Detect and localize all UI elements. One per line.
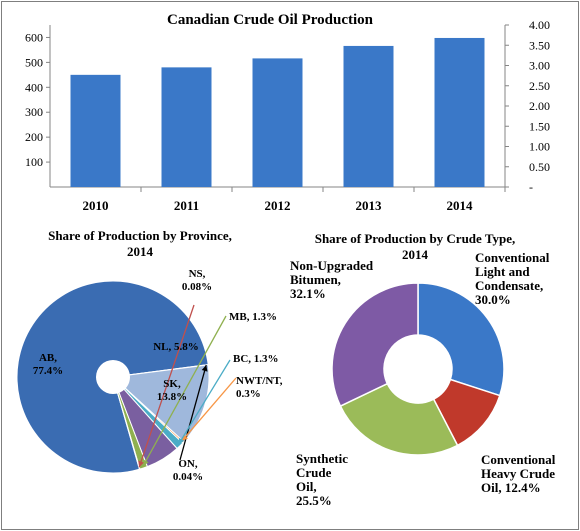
crude-label: Non-Upgraded Bitumen, 32.1%: [290, 258, 374, 301]
province-leader-arrow: [178, 437, 185, 445]
bar-x-tick-label: 2014: [447, 198, 474, 213]
province-pie-labels: AB, 77.4% ON, 0.04% SK, 13.8% NWT/NT, 0.3% BC, 1…: [33, 268, 283, 483]
bar-x-tick-label: 2013: [356, 198, 383, 213]
province-leader-line: [138, 304, 195, 468]
bar-y-tick-label: 200: [25, 130, 43, 144]
bar-x-tick-labels: 2010 2011 2012 2013 2014: [83, 187, 506, 213]
province-slice-NS: [112, 376, 141, 470]
bar-2011: [161, 67, 212, 187]
bar-y-tick-label: 400: [25, 80, 43, 94]
province-pie-leaders: [138, 304, 237, 468]
province-label: ON, 0.04%: [173, 458, 203, 483]
province-leader-arrow: [138, 460, 144, 468]
crude-label: Conventional Heavy Crude Oil, 12.4%: [481, 452, 556, 495]
bar-y2-tick-label: 2.50: [529, 79, 550, 93]
bar-y2-tick-label: 3.50: [529, 38, 550, 52]
province-label: BC, 1.3%: [233, 353, 279, 365]
province-pie-title-line1: Share of Production by Province,: [48, 228, 232, 243]
province-pie-title-line2: 2014: [127, 244, 154, 259]
bar-y2-tick-label: 1.00: [529, 140, 550, 154]
bar-y2-tick-label: 3.00: [529, 59, 550, 73]
province-label: SK, 13.8%: [157, 378, 187, 403]
bar-y2-tick-label: -: [529, 180, 533, 194]
province-pie-hole: [96, 360, 130, 394]
bar-y2-tick-label: 0.50: [529, 160, 550, 174]
province-label: AB, 77.4%: [33, 352, 63, 377]
crude-donut-labels: Conventional Light and Condensate, 30.0% Con…: [290, 250, 556, 508]
bar-y-tick-label: 500: [25, 55, 43, 69]
bar-y2-tick-label: 4.00: [529, 18, 550, 32]
crude-label: Synthetic Crude Oil, 25.5%: [296, 451, 348, 508]
bar-2012: [252, 58, 303, 187]
crude-slice-3: [331, 282, 419, 408]
province-leader-line: [179, 364, 207, 461]
province-leader-arrow: [143, 459, 149, 467]
province-leader-line: [177, 359, 231, 445]
bar-y2-tick-labels: - 0.50 1.00 1.50 2.00 2.50 3.00 3.50 4.00: [505, 18, 550, 194]
bar-y-tick-labels: 100 200 300 400 500 600: [25, 30, 50, 169]
province-leader-line: [181, 377, 237, 442]
province-label: NL, 5.8%: [153, 341, 199, 353]
bar-x-tick-label: 2012: [265, 198, 291, 213]
province-label: MB, 1.3%: [229, 311, 277, 323]
bar-x-tick-label: 2011: [174, 198, 199, 213]
crude-donut-title-line2: 2014: [402, 247, 429, 262]
bar-y-tick-label: 300: [25, 105, 43, 119]
crude-slice-0: [417, 282, 505, 397]
bar-chart-title: Canadian Crude Oil Production: [167, 12, 374, 28]
province-label: NS, 0.08%: [182, 268, 212, 293]
crude-donut-slices: [331, 282, 505, 456]
province-leader-line: [142, 315, 227, 467]
bar-series: [70, 37, 485, 188]
bar-2010: [70, 74, 121, 187]
bar-2014: [434, 37, 485, 188]
crude-label: Conventional Light and Condensate, 30.0%: [475, 250, 550, 307]
bar-y2-tick-label: 1.50: [529, 119, 550, 133]
crude-donut-title-line1: Share of Production by Crude Type,: [315, 231, 516, 246]
bar-x-tick-label: 2010: [83, 198, 109, 213]
bar-y-tick-label: 100: [25, 155, 43, 169]
province-label: NWT/NT, 0.3%: [236, 375, 283, 400]
province-leader-arrow: [201, 365, 208, 372]
bar-y2-tick-label: 2.00: [529, 99, 550, 113]
bar-2013: [343, 45, 394, 188]
crude-slice-2: [339, 382, 459, 456]
bar-y-tick-label: 600: [25, 30, 43, 44]
